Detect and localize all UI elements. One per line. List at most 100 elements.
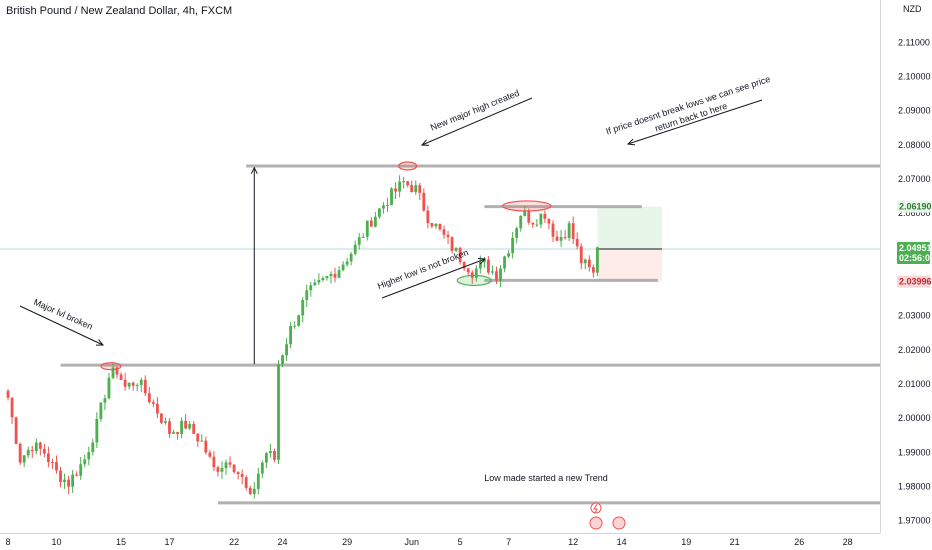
candle-down	[115, 367, 119, 375]
candle-down	[232, 464, 236, 473]
candle-up	[373, 216, 377, 227]
candle-down	[208, 452, 212, 457]
candle-down	[10, 397, 14, 418]
candle-up	[293, 325, 297, 327]
candle-down	[196, 433, 200, 442]
x-tick-label: 29	[342, 537, 352, 547]
candle-down	[587, 259, 591, 268]
candle-up	[220, 468, 224, 472]
candle-up	[390, 188, 393, 206]
target-zone	[597, 206, 662, 249]
candle-down	[38, 442, 42, 449]
candle-up	[252, 488, 256, 494]
candle-up	[95, 418, 99, 443]
candle-down	[563, 237, 567, 239]
candle-up	[309, 285, 313, 291]
candle-up	[499, 268, 502, 281]
candle-up	[83, 459, 87, 465]
candle-down	[147, 393, 151, 403]
candle-up	[567, 223, 571, 239]
candle-up	[164, 421, 167, 423]
candle-down	[248, 487, 252, 494]
event-marker-icon	[590, 502, 602, 514]
candle-up	[365, 220, 369, 237]
candle-up	[337, 270, 341, 278]
candle-up	[26, 449, 30, 456]
arrow-major-lvl	[19, 305, 104, 346]
candle-down	[486, 259, 490, 273]
candle-down	[176, 432, 179, 435]
arrow-return-head	[626, 138, 636, 146]
economic-event-icon	[612, 516, 626, 530]
candle-down	[430, 223, 434, 227]
candle-down	[442, 229, 446, 235]
candle-down	[551, 223, 555, 237]
candle-up	[200, 440, 204, 442]
candle-up	[87, 452, 91, 460]
horizontal-levels	[60, 164, 880, 505]
y-tick-label: 2.00000	[898, 413, 931, 423]
candle-down	[406, 181, 410, 186]
candle-up	[414, 185, 418, 193]
candle-down	[575, 238, 579, 247]
price-tag-label-target: 2.06190	[899, 202, 932, 212]
candle-down	[18, 443, 22, 463]
candle-up	[188, 423, 192, 429]
candle-up	[434, 223, 438, 227]
candle-up	[277, 364, 280, 460]
candle-up	[297, 315, 301, 326]
candle-down	[591, 267, 595, 273]
candle-up	[535, 224, 539, 226]
candle-up	[264, 453, 268, 463]
candle-down	[67, 479, 70, 487]
candle-down	[547, 218, 551, 224]
candle-down	[579, 246, 583, 264]
x-tick-label: 26	[794, 537, 804, 547]
candle-down	[192, 423, 196, 434]
x-tick-label: 12	[568, 537, 578, 547]
candle-up	[478, 262, 482, 269]
candle-down	[131, 382, 135, 386]
ellipse-range-top	[502, 200, 552, 212]
candle-down	[446, 234, 450, 238]
candle-down	[438, 223, 442, 230]
x-tick-label: 8	[6, 537, 11, 547]
candle-up	[386, 205, 389, 207]
candle-up	[523, 211, 527, 216]
candle-down	[422, 192, 426, 211]
x-tick-label: 15	[116, 537, 126, 547]
currency-label: NZD	[903, 4, 922, 14]
price-tag-stop	[897, 275, 930, 288]
candle-up	[34, 442, 38, 452]
candle-up	[515, 228, 519, 238]
candle-up	[341, 264, 345, 271]
candle-down	[212, 456, 216, 468]
candle-down	[244, 477, 248, 488]
candle-down	[160, 413, 163, 423]
candle-up	[107, 377, 111, 399]
candle-down	[555, 236, 559, 241]
candle-down	[527, 211, 531, 223]
candle-down	[155, 403, 159, 414]
candle-up	[583, 259, 587, 264]
candle-up	[135, 385, 139, 387]
candle-down	[531, 222, 535, 225]
x-tick-label: 14	[617, 537, 627, 547]
candle-up	[559, 237, 563, 241]
candle-up	[382, 205, 385, 209]
ellipse-major-lvl	[100, 362, 122, 371]
candle-down	[333, 273, 337, 278]
candle-up	[519, 215, 523, 229]
candle-up	[139, 379, 143, 386]
x-tick-label: 7	[506, 537, 511, 547]
candle-down	[168, 421, 171, 434]
candle-down	[228, 462, 232, 465]
measure-arrowhead	[250, 166, 258, 174]
candle-down	[30, 449, 34, 452]
candle-up	[79, 464, 83, 476]
arrow-major-high	[421, 97, 533, 146]
arrow-higher-low	[381, 258, 486, 299]
